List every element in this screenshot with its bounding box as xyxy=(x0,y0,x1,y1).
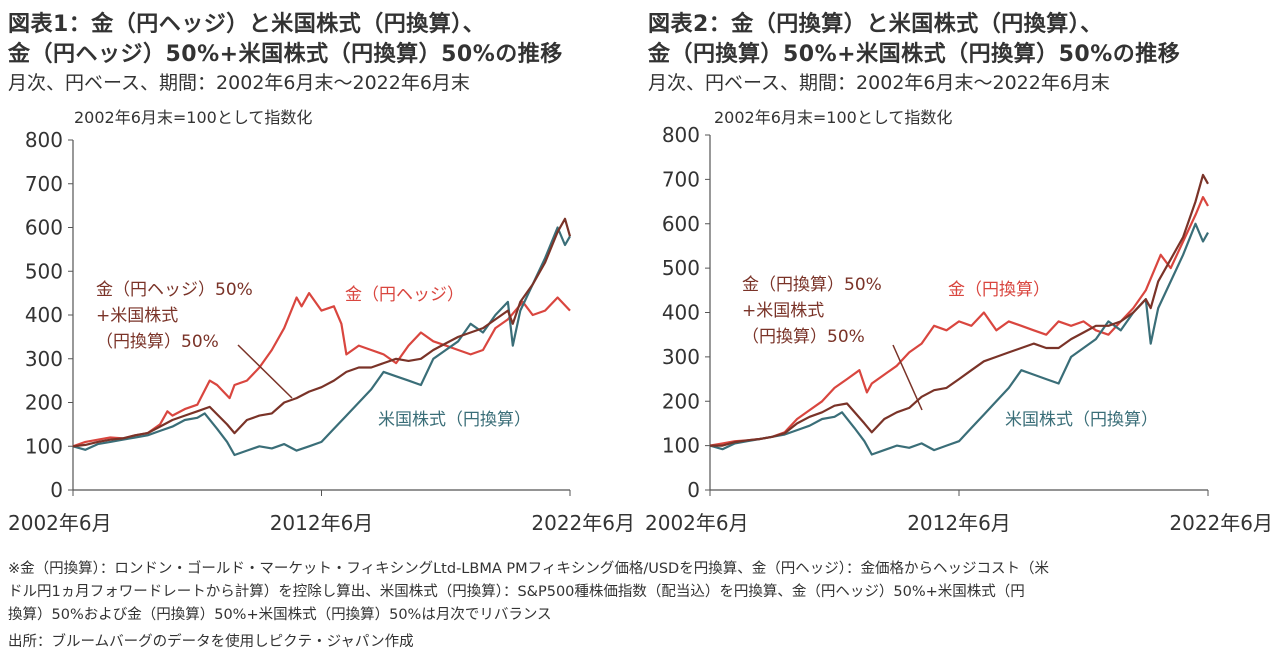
chart-title-line1: 図表1：金（円ヘッジ）と米国株式（円換算）、 xyxy=(8,12,486,37)
us-stock-series-label: 米国株式（円換算） xyxy=(1005,410,1158,430)
mix-series-label: （円換算）50% xyxy=(742,327,865,347)
series-line-gold xyxy=(72,292,571,448)
y-tick-label: 500 xyxy=(25,259,63,283)
x-tick-label: 2002年6月 xyxy=(8,511,112,535)
us-stock-series-label: 米国株式（円換算） xyxy=(378,410,531,430)
mix-label-leader-line xyxy=(237,344,293,399)
mix-series-label: 金（円換算）50% xyxy=(742,275,882,295)
y-tick-label: 0 xyxy=(687,478,700,502)
y-tick-label: 200 xyxy=(662,389,700,413)
footnote-line: ドル円1ヵ月フォワードレートから計算）を控除し算出、米国株式（円換算）：S&P5… xyxy=(8,584,1025,600)
line-chart: 0 100 200 300 400 500 600 700 800 2002年6月 2012年6月 2… xyxy=(645,123,1273,535)
mix-series-label: （円換算）50% xyxy=(96,332,219,352)
y-tick-label: 800 xyxy=(25,128,63,152)
index-note: 2002年6月末=100として指数化 xyxy=(74,108,313,127)
chart-panel-1: 図表1：金（円ヘッジ）と米国株式（円換算）、 金（円ヘッジ）50%+米国株式（円… xyxy=(0,0,640,545)
mix-label-leader-line xyxy=(892,344,923,411)
series-line-mix xyxy=(72,217,572,448)
series-line-gold xyxy=(709,196,1209,447)
gold-series-label: 金（円換算） xyxy=(948,280,1050,300)
y-tick-label: 300 xyxy=(25,347,63,371)
mix-series-label: +米国株式 xyxy=(742,301,824,321)
y-tick-label: 300 xyxy=(662,345,700,369)
y-tick-label: 800 xyxy=(662,123,700,147)
footnote-line: 換算）50%および金（円換算）50%+米国株式（円換算）50%は月次でリバランス xyxy=(8,607,552,623)
y-tick-label: 100 xyxy=(25,434,63,458)
series-line-us_stock xyxy=(72,226,571,457)
x-tick-label: 2022年6月 xyxy=(531,511,635,535)
chart-panel-2: 図表2：金（円換算）と米国株式（円換算）、 金（円換算）50%+米国株式（円換算… xyxy=(640,0,1280,545)
footnote-line: ※金（円換算）：ロンドン・ゴールド・マーケット・フィキシングLtd-LBMA P… xyxy=(8,561,1049,577)
chart-title-line1: 図表2：金（円換算）と米国株式（円換算）、 xyxy=(648,12,1103,37)
chart-subtitle: 月次、円ベース、期間：2002年6月末～2022年6月末 xyxy=(648,72,1110,94)
x-tick-label: 2022年6月 xyxy=(1169,511,1273,535)
chart-title-line2: 金（円ヘッジ）50%+米国株式（円換算）50%の推移 xyxy=(8,42,563,67)
chart-subtitle: 月次、円ベース、期間：2002年6月末～2022年6月末 xyxy=(8,72,470,94)
y-tick-label: 600 xyxy=(662,212,700,236)
y-tick-label: 400 xyxy=(662,301,700,325)
y-tick-label: 100 xyxy=(662,434,700,458)
series-line-mix xyxy=(710,173,1209,447)
x-tick-label: 2012年6月 xyxy=(270,511,374,535)
y-tick-label: 500 xyxy=(662,256,700,280)
y-tick-label: 200 xyxy=(25,391,63,415)
y-tick-label: 0 xyxy=(50,478,63,502)
y-tick-label: 600 xyxy=(25,216,63,240)
mix-series-label: +米国株式 xyxy=(96,306,178,326)
x-tick-label: 2012年6月 xyxy=(907,511,1011,535)
y-tick-label: 700 xyxy=(25,172,63,196)
line-chart: 0 100 200 300 400 500 600 700 800 2002年6月 2012年6月 2… xyxy=(8,128,635,535)
index-note: 2002年6月末=100として指数化 xyxy=(714,108,953,127)
x-tick-label: 2002年6月 xyxy=(645,511,749,535)
source-line: 出所：ブルームバーグのデータを使用しピクテ・ジャパン作成 xyxy=(8,634,414,650)
chart-title-line2: 金（円換算）50%+米国株式（円換算）50%の推移 xyxy=(648,42,1181,67)
y-tick-label: 400 xyxy=(25,303,63,327)
mix-series-label: 金（円ヘッジ）50% xyxy=(96,280,253,300)
y-tick-label: 700 xyxy=(662,167,700,191)
gold-series-label: 金（円ヘッジ） xyxy=(345,285,464,305)
